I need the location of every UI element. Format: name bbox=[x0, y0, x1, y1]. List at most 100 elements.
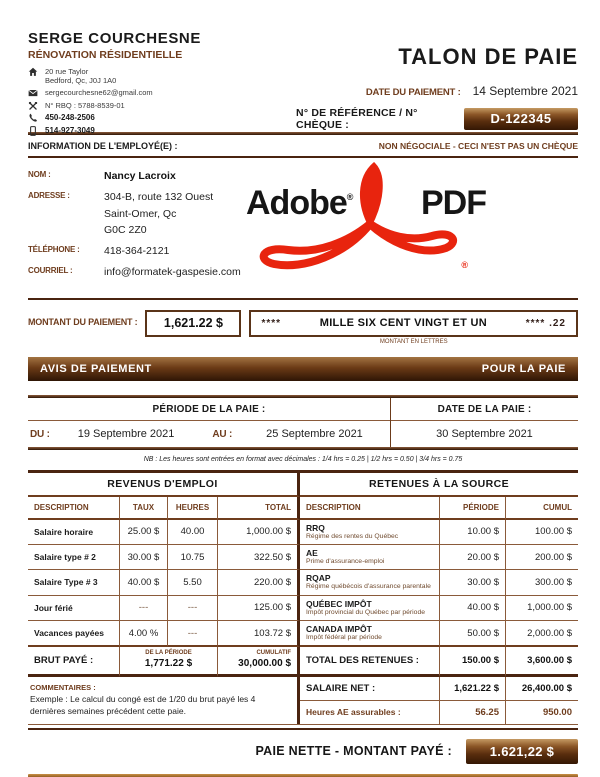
reference-label: N° DE RÉFÉRENCE / N° CHÈQUE : bbox=[296, 107, 418, 131]
header-divider bbox=[28, 132, 578, 135]
earning-total: 1,000.00 $ bbox=[218, 519, 300, 545]
avis-banner: AVIS DE PAIEMENT POUR LA PAIE bbox=[28, 356, 578, 381]
document-header: SERGE COURCHESNE RÉNOVATION RÉSIDENTIELL… bbox=[28, 30, 578, 136]
employee-address: 304-B, route 132 Ouest Saint-Omer, Qc G0… bbox=[104, 191, 214, 236]
earnings-table-title: REVENUS D'EMPLOI bbox=[28, 472, 300, 497]
mail-icon bbox=[28, 90, 38, 97]
earning-total: 322.50 $ bbox=[218, 544, 300, 571]
payment-date-value: 14 Septembre 2021 bbox=[472, 84, 578, 98]
earning-hours: 10.75 bbox=[168, 544, 218, 571]
document-title: TALON DE PAIE bbox=[398, 44, 578, 69]
payment-amount-row: MONTANT DU PAIEMENT : 1,621.22 $ **** MI… bbox=[28, 309, 578, 345]
earning-description: Salaire Type # 3 bbox=[28, 570, 120, 596]
adobe-registered-mark: ® bbox=[461, 260, 468, 270]
gross-pay-period-amount: 1,771.22 $ bbox=[144, 658, 193, 670]
deduction-period: 30.00 $ bbox=[440, 570, 506, 596]
deduction-cumul: 1,000.00 $ bbox=[506, 596, 578, 621]
company-rbq: N° RBQ : 5788-8539-01 bbox=[45, 100, 125, 110]
deduction-description: RRQ Régime des rentes du Québec bbox=[300, 519, 440, 545]
section-divider bbox=[28, 156, 578, 158]
email-label: COURRIEL : bbox=[28, 265, 73, 275]
phone-icon bbox=[29, 113, 37, 122]
amount-words-box: **** MILLE SIX CENT VINGT ET UN **** .22 bbox=[249, 309, 578, 337]
deduction-period: 50.00 $ bbox=[440, 620, 506, 648]
net-salary-cumul: 26,400.00 $ bbox=[506, 677, 578, 701]
company-block: SERGE COURCHESNE RÉNOVATION RÉSIDENTIELL… bbox=[28, 30, 296, 136]
deduction-description: RQAP Régime québécois d'assurance parent… bbox=[300, 570, 440, 596]
earning-hours: --- bbox=[168, 595, 218, 621]
mobile-phone-icon bbox=[30, 125, 36, 136]
adobe-pdf-logo-text: Adobe® PDF bbox=[246, 184, 487, 222]
company-email-row: sergecourchesne62@gmail.com bbox=[28, 88, 296, 98]
employee-email: info@formatek-gaspesie.com bbox=[104, 266, 241, 279]
company-phone-row: 450-248-2506 bbox=[28, 113, 296, 123]
deduction-period: 20.00 $ bbox=[440, 544, 506, 571]
company-address: 20 rue Taylor Bedford, Qc, J0J 1A0 bbox=[45, 67, 117, 86]
decimal-hours-note: NB : Les heures sont entrées en format a… bbox=[143, 455, 463, 463]
adobe-ribbon-icon bbox=[259, 161, 457, 270]
comments-block: COMMENTAIRES : Exemple : Le calcul du co… bbox=[28, 676, 300, 724]
amount-numeric-box: 1,621.22 $ bbox=[145, 309, 242, 337]
col-header: HEURES bbox=[168, 496, 218, 520]
earning-description: Salaire horaire bbox=[28, 519, 120, 545]
period-end-date: 25 Septembre 2021 bbox=[266, 427, 363, 440]
earnings-deductions-table: REVENUS D'EMPLOI RETENUES À LA SOURCE DE… bbox=[28, 469, 578, 725]
employee-name-row: NOM : Nancy Lacroix bbox=[28, 168, 578, 184]
period-start-date: 19 Septembre 2021 bbox=[77, 427, 175, 440]
net-pay-label: PAIE NETTE - MONTANT PAYÉ : bbox=[255, 744, 452, 759]
company-email: sergecourchesne62@gmail.com bbox=[45, 88, 153, 98]
gross-pay-period-cell: DE LA PÉRIODE 1,771.22 $ bbox=[120, 647, 218, 677]
pay-period-values: DU : 19 Septembre 2021 AU : 25 Septembre… bbox=[28, 421, 390, 447]
earning-total: 220.00 $ bbox=[218, 570, 300, 596]
comments-text: Exemple : Le calcul du congé est de 1/20… bbox=[30, 693, 256, 716]
employee-bottom-divider bbox=[28, 297, 578, 300]
company-rbq-row: N° RBQ : 5788-8539-01 bbox=[28, 101, 296, 111]
pay-date-value: 30 Septembre 2021 bbox=[436, 427, 533, 440]
pay-period-header: PÉRIODE DE LA PAIE : bbox=[28, 398, 390, 421]
company-phone2: 514-927-3049 bbox=[45, 125, 95, 135]
col-header: DESCRIPTION bbox=[300, 496, 440, 520]
deduction-cumul: 300.00 $ bbox=[506, 570, 578, 596]
net-pay-amount-badge: 1.621,22 $ bbox=[466, 738, 578, 764]
pay-date-header: DATE DE LA PAIE : bbox=[391, 398, 578, 421]
insurable-hours-label: Heures AE assurables : bbox=[300, 700, 440, 724]
company-subtitle: RÉNOVATION RÉSIDENTIELLE bbox=[28, 49, 183, 61]
earning-rate: 30.00 $ bbox=[120, 544, 168, 571]
pay-date-column: DATE DE LA PAIE : 30 Septembre 2021 bbox=[391, 398, 578, 447]
pay-period-table: PÉRIODE DE LA PAIE : DU : 19 Septembre 2… bbox=[28, 394, 578, 450]
insurable-hours-period: 56.25 bbox=[440, 700, 506, 724]
du-label: DU : bbox=[30, 428, 50, 440]
banner-right-text: POUR LA PAIE bbox=[481, 362, 566, 375]
tools-icon bbox=[28, 101, 38, 110]
earning-rate: 4.00 % bbox=[120, 620, 168, 648]
stars-left: **** bbox=[261, 317, 282, 329]
deduction-description: AE Prime d'assurance-emploi bbox=[300, 544, 440, 571]
deduction-period: 10.00 $ bbox=[440, 519, 506, 545]
earning-description: Jour férié bbox=[28, 595, 120, 621]
payment-date-label: DATE DU PAIEMENT : bbox=[365, 87, 461, 98]
header-right-block: TALON DE PAIE DATE DU PAIEMENT : 14 Sept… bbox=[296, 30, 578, 131]
amount-words-caption: MONTANT EN LETTRES bbox=[379, 338, 448, 345]
employee-info-title: INFORMATION DE L'EMPLOYÉ(E) : bbox=[28, 141, 178, 151]
company-mobile-row: 514-927-3049 bbox=[28, 126, 296, 136]
earning-total: 125.00 $ bbox=[218, 595, 300, 621]
earning-hours: 5.50 bbox=[168, 570, 218, 596]
col-header: TAUX bbox=[120, 496, 168, 520]
cheque-number-badge: D-122345 bbox=[464, 108, 578, 130]
pay-period-column: PÉRIODE DE LA PAIE : DU : 19 Septembre 2… bbox=[28, 397, 391, 447]
deduction-cumul: 2,000.00 $ bbox=[506, 621, 578, 648]
bottom-decorative-bar bbox=[28, 773, 578, 777]
earning-hours: 40.00 bbox=[168, 519, 218, 545]
deduction-description: QUÉBEC IMPÔT Impôt provincial du Québec … bbox=[300, 595, 440, 621]
au-label: AU : bbox=[212, 428, 233, 440]
gross-pay-cumulative-amount: 30,000.00 $ bbox=[238, 658, 291, 670]
comments-label: COMMENTAIRES : bbox=[30, 682, 96, 692]
address-label: ADRESSE : bbox=[28, 190, 70, 200]
insurable-hours-cumul: 950.00 bbox=[542, 706, 572, 718]
total-deductions-period: 150.00 $ bbox=[440, 647, 506, 677]
earning-description: Salaire type # 2 bbox=[28, 544, 120, 571]
company-phone1: 450-248-2506 bbox=[45, 113, 95, 123]
earning-rate: 25.00 $ bbox=[120, 519, 168, 545]
amount-in-words: MILLE SIX CENT VINGT ET UN bbox=[319, 317, 488, 330]
